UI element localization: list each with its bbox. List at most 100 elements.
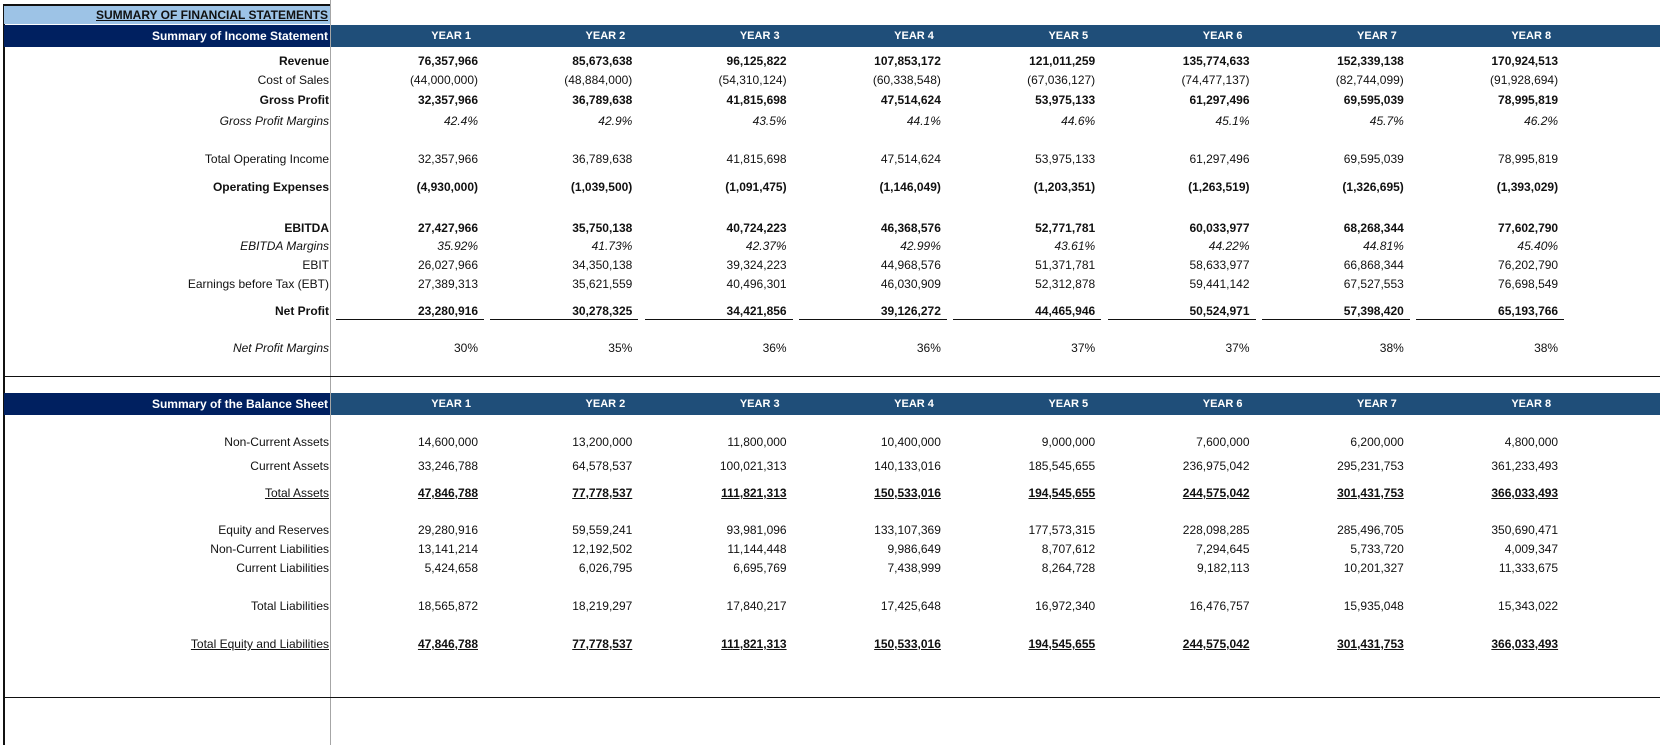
cell-total-assets: 194,545,655 bbox=[1028, 486, 1096, 500]
cell-ebit: 66,868,344 bbox=[1343, 258, 1404, 272]
row-label-ebitda: EBITDA bbox=[284, 221, 329, 235]
cell-net-profit: 23,280,916 bbox=[336, 303, 484, 320]
cell-cost-of-sales: (54,310,124) bbox=[718, 73, 787, 87]
cell-earnings-before-tax-ebt: 40,496,301 bbox=[726, 277, 787, 291]
cell-net-profit-margins: 38% bbox=[1534, 341, 1559, 355]
cell-non-current-assets: 14,600,000 bbox=[417, 435, 478, 449]
cell-net-profit-margins: 38% bbox=[1379, 341, 1404, 355]
cell-total-equity-and-liabilities: 244,575,042 bbox=[1182, 637, 1250, 651]
cell-revenue: 170,924,513 bbox=[1491, 54, 1559, 68]
cell-current-assets: 185,545,655 bbox=[1028, 459, 1096, 473]
cell-current-assets: 140,133,016 bbox=[874, 459, 941, 473]
cell-earnings-before-tax-ebt: 76,698,549 bbox=[1498, 277, 1559, 291]
cell-net-profit-margins: 30% bbox=[453, 341, 478, 355]
section-divider bbox=[4, 376, 1660, 377]
row-label-total-assets: Total Assets bbox=[264, 486, 329, 500]
row-label-non-current-liabilities: Non-Current Liabilities bbox=[210, 542, 329, 556]
cell-operating-expenses: (1,263,519) bbox=[1188, 180, 1250, 194]
cell-ebitda-margins: 45.40% bbox=[1517, 239, 1559, 253]
cell-total-operating-income: 69,595,039 bbox=[1343, 152, 1404, 166]
cell-total-equity-and-liabilities: 301,431,753 bbox=[1337, 637, 1404, 651]
cell-net-profit: 39,126,272 bbox=[798, 303, 947, 320]
cell-gross-profit-margins: 43.5% bbox=[752, 114, 787, 128]
cell-total-assets: 150,533,016 bbox=[874, 486, 941, 500]
cell-ebitda-margins: 44.22% bbox=[1208, 239, 1250, 253]
cell-ebit: 76,202,790 bbox=[1498, 258, 1559, 272]
year-header: YEAR 8 bbox=[1511, 30, 1552, 42]
cell-revenue: 85,673,638 bbox=[572, 54, 633, 68]
year-header: YEAR 6 bbox=[1202, 30, 1243, 42]
cell-net-profit: 50,524,971 bbox=[1107, 303, 1256, 320]
cell-earnings-before-tax-ebt: 52,312,878 bbox=[1035, 277, 1096, 291]
cell-operating-expenses: (1,203,351) bbox=[1033, 180, 1096, 194]
cell-equity-and-reserves: 93,981,096 bbox=[726, 523, 787, 537]
cell-cost-of-sales: (48,884,000) bbox=[564, 73, 633, 87]
year-header: YEAR 3 bbox=[739, 30, 780, 42]
cell-equity-and-reserves: 350,690,471 bbox=[1491, 523, 1559, 537]
row-label-ebit: EBIT bbox=[302, 258, 329, 272]
cell-cost-of-sales: (67,036,127) bbox=[1027, 73, 1096, 87]
cell-total-operating-income: 61,297,496 bbox=[1189, 152, 1250, 166]
cell-total-operating-income: 32,357,966 bbox=[417, 152, 478, 166]
cell-ebit: 26,027,966 bbox=[417, 258, 478, 272]
cell-gross-profit-margins: 45.7% bbox=[1369, 114, 1404, 128]
year-header: YEAR 1 bbox=[431, 398, 471, 410]
row-label-gross-profit-margins: Gross Profit Margins bbox=[219, 114, 329, 128]
cell-non-current-assets: 9,000,000 bbox=[1041, 435, 1096, 449]
year-header: YEAR 7 bbox=[1357, 398, 1397, 410]
cell-operating-expenses: (1,091,475) bbox=[725, 180, 787, 194]
cell-net-profit-margins: 35% bbox=[608, 341, 633, 355]
cell-total-assets: 366,033,493 bbox=[1491, 486, 1559, 500]
cell-ebit: 58,633,977 bbox=[1189, 258, 1250, 272]
cell-current-liabilities: 9,182,113 bbox=[1197, 561, 1250, 575]
cell-total-equity-and-liabilities: 366,033,493 bbox=[1491, 637, 1559, 651]
cell-net-profit: 57,398,420 bbox=[1261, 303, 1410, 320]
cell-non-current-assets: 10,400,000 bbox=[880, 435, 941, 449]
row-label-operating-expenses: Operating Expenses bbox=[212, 180, 329, 194]
row-label-total-liabilities: Total Liabilities bbox=[250, 599, 329, 613]
cell-equity-and-reserves: 177,573,315 bbox=[1028, 523, 1096, 537]
cell-gross-profit: 47,514,624 bbox=[880, 93, 941, 107]
cell-total-operating-income: 78,995,819 bbox=[1498, 152, 1559, 166]
cell-total-liabilities: 18,565,872 bbox=[417, 599, 478, 613]
cell-net-profit-margins: 36% bbox=[762, 341, 787, 355]
cell-operating-expenses: (4,930,000) bbox=[416, 180, 478, 194]
cell-ebit: 44,968,576 bbox=[880, 258, 941, 272]
cell-revenue: 135,774,633 bbox=[1182, 54, 1250, 68]
cell-gross-profit: 61,297,496 bbox=[1189, 93, 1250, 107]
cell-total-liabilities: 18,219,297 bbox=[572, 599, 633, 613]
cell-non-current-assets: 4,800,000 bbox=[1504, 435, 1559, 449]
cell-equity-and-reserves: 285,496,705 bbox=[1337, 523, 1404, 537]
year-header: YEAR 5 bbox=[1048, 398, 1089, 410]
income-header-row: Summary of Income Statement YEAR 1 YEAR 2… bbox=[4, 25, 1660, 47]
cell-earnings-before-tax-ebt: 35,621,559 bbox=[572, 277, 633, 291]
year-header: YEAR 6 bbox=[1202, 398, 1243, 410]
year-header: YEAR 4 bbox=[894, 398, 934, 410]
cell-total-liabilities: 16,972,340 bbox=[1035, 599, 1096, 613]
cell-total-operating-income: 53,975,133 bbox=[1035, 152, 1096, 166]
cell-total-operating-income: 36,789,638 bbox=[572, 152, 633, 166]
cell-revenue: 121,011,259 bbox=[1029, 54, 1096, 68]
sheet-title: SUMMARY OF FINANCIAL STATEMENTS bbox=[96, 8, 328, 22]
row-label-ebitda-margins: EBITDA Margins bbox=[240, 239, 329, 253]
cell-current-liabilities: 6,026,795 bbox=[578, 561, 633, 575]
cell-revenue: 76,357,966 bbox=[417, 54, 478, 68]
year-header: YEAR 7 bbox=[1357, 30, 1397, 42]
cell-non-current-liabilities: 11,144,448 bbox=[727, 542, 787, 556]
cell-ebitda: 77,602,790 bbox=[1498, 221, 1559, 235]
cell-ebitda-margins: 35.92% bbox=[437, 239, 478, 253]
cell-equity-and-reserves: 59,559,241 bbox=[572, 523, 633, 537]
cell-ebitda: 68,268,344 bbox=[1343, 221, 1404, 235]
cell-gross-profit-margins: 45.1% bbox=[1215, 114, 1250, 128]
cell-gross-profit: 53,975,133 bbox=[1035, 93, 1096, 107]
cell-net-profit-margins: 37% bbox=[1225, 341, 1250, 355]
cell-revenue: 96,125,822 bbox=[726, 54, 787, 68]
cell-gross-profit-margins: 42.9% bbox=[598, 114, 633, 128]
cell-non-current-assets: 6,200,000 bbox=[1350, 435, 1404, 449]
cell-ebit: 39,324,223 bbox=[726, 258, 787, 272]
year-header: YEAR 1 bbox=[431, 30, 471, 42]
cell-operating-expenses: (1,146,049) bbox=[879, 180, 941, 194]
cell-ebitda-margins: 42.37% bbox=[745, 239, 787, 253]
cell-gross-profit-margins: 44.6% bbox=[1061, 114, 1096, 128]
cell-ebit: 51,371,781 bbox=[1035, 258, 1096, 272]
